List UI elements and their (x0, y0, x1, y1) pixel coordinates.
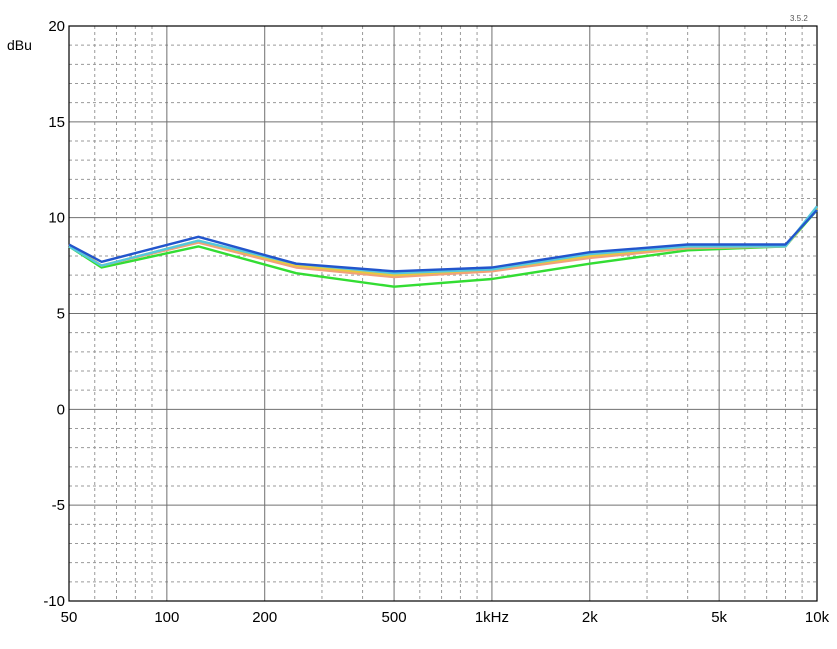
x-tick-label: 100 (154, 609, 179, 626)
y-tick-label: 10 (48, 210, 65, 227)
y-tick-label: -10 (43, 593, 65, 610)
y-tick-label: 15 (48, 114, 65, 131)
plot-frame (68, 25, 818, 602)
x-tick-label: 200 (252, 609, 277, 626)
x-tick-label: 500 (382, 609, 407, 626)
x-tick-label: 50 (61, 609, 78, 626)
series-line-5 (68, 209, 818, 273)
x-tick-label: 5k (711, 609, 727, 626)
version-label: 3.5.2 (790, 14, 808, 23)
y-axis-unit-label: dBu (7, 37, 32, 53)
x-tick-label: 1kHz (475, 609, 509, 626)
x-tick-label: 10k (805, 609, 830, 626)
y-tick-label: 0 (57, 401, 65, 418)
y-tick-label: -5 (52, 497, 65, 514)
y-tick-label: 5 (57, 306, 65, 323)
x-tick-label: 2k (582, 609, 598, 626)
y-tick-label: 20 (48, 18, 65, 35)
series-line-4 (68, 205, 818, 275)
